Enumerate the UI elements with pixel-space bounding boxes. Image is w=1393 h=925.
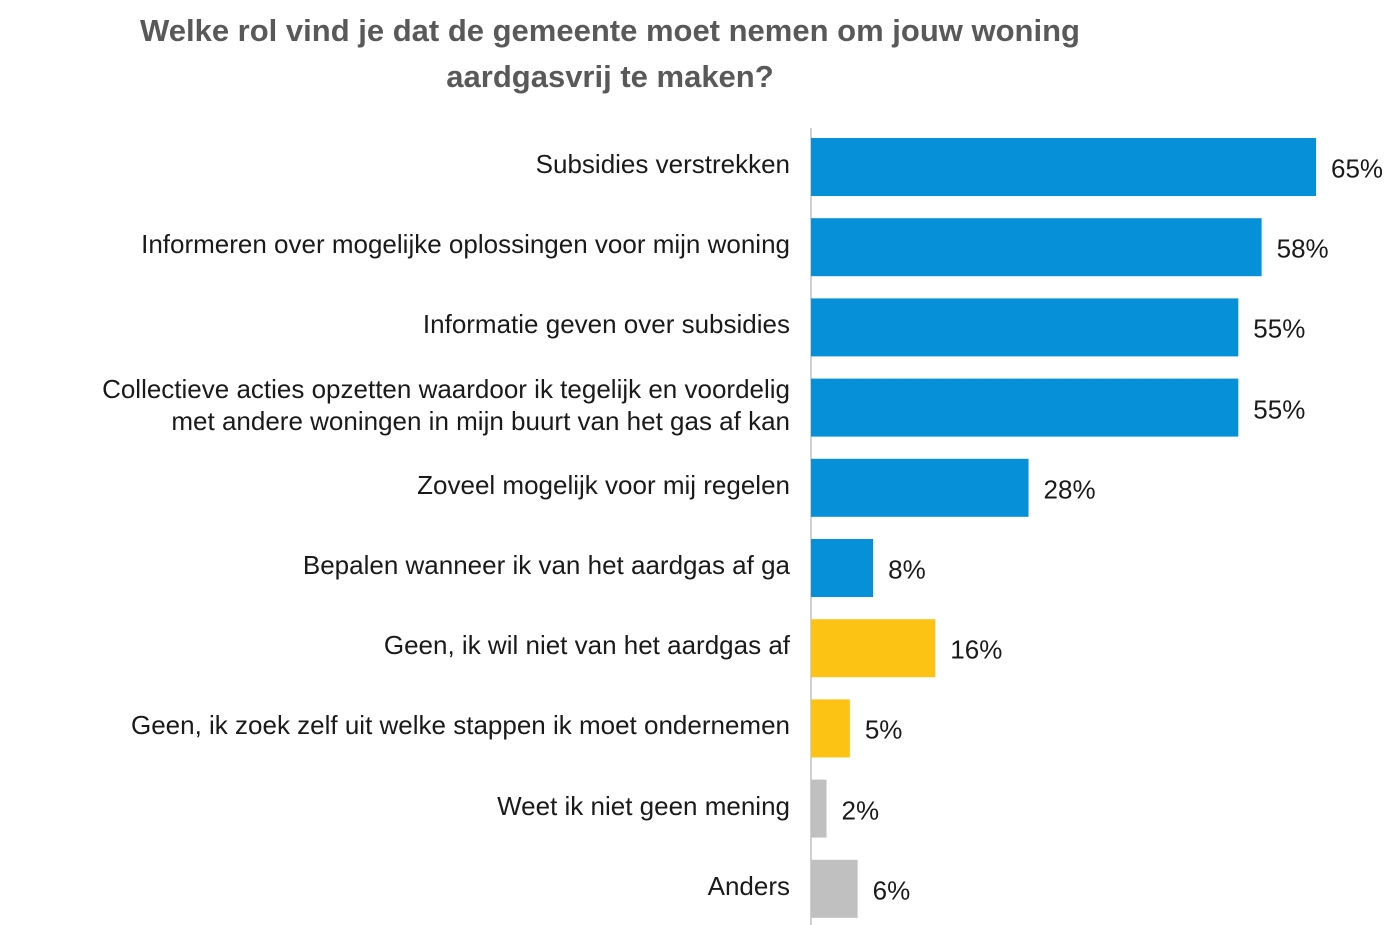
bar <box>811 699 850 758</box>
value-label: 65% <box>1331 153 1384 184</box>
bar <box>811 619 936 678</box>
category-label: Zoveel mogelijk voor mij regelen <box>417 469 790 500</box>
value-label: 55% <box>1253 313 1306 344</box>
bar <box>811 539 874 597</box>
category-label: Anders <box>707 870 790 901</box>
category-label: Subsidies verstrekken <box>535 149 790 179</box>
value-label: 58% <box>1276 233 1329 264</box>
category-label: Weet ik niet geen mening <box>497 790 790 821</box>
bar <box>811 138 1316 196</box>
category-label: Informatie geven over subsidies <box>422 309 790 340</box>
bar <box>811 779 827 838</box>
bar <box>811 458 1029 517</box>
value-label: 28% <box>1043 474 1096 505</box>
category-label: Informeren over mogelijke oplossingen vo… <box>141 229 790 260</box>
value-label: 6% <box>872 875 911 906</box>
value-label: 8% <box>888 554 926 585</box>
bar <box>811 378 1239 437</box>
category-label: Geen, ik wil niet van het aardgas af <box>383 630 790 661</box>
category-label: Geen, ik zoek zelf uit welke stappen ik … <box>130 710 790 741</box>
value-label: 2% <box>841 795 880 826</box>
value-label: 16% <box>950 634 1003 665</box>
value-label: 55% <box>1253 394 1306 425</box>
chart-title: Welke rol vind je dat de gemeente moet n… <box>140 13 1080 94</box>
category-label: Bepalen wanneer ik van het aardgas af ga <box>302 550 790 580</box>
bar <box>811 859 858 918</box>
category-label: Collectieve acties opzetten waardoor ik … <box>102 373 790 436</box>
bar <box>811 218 1262 277</box>
value-label: 5% <box>864 714 903 745</box>
bar <box>811 298 1239 357</box>
